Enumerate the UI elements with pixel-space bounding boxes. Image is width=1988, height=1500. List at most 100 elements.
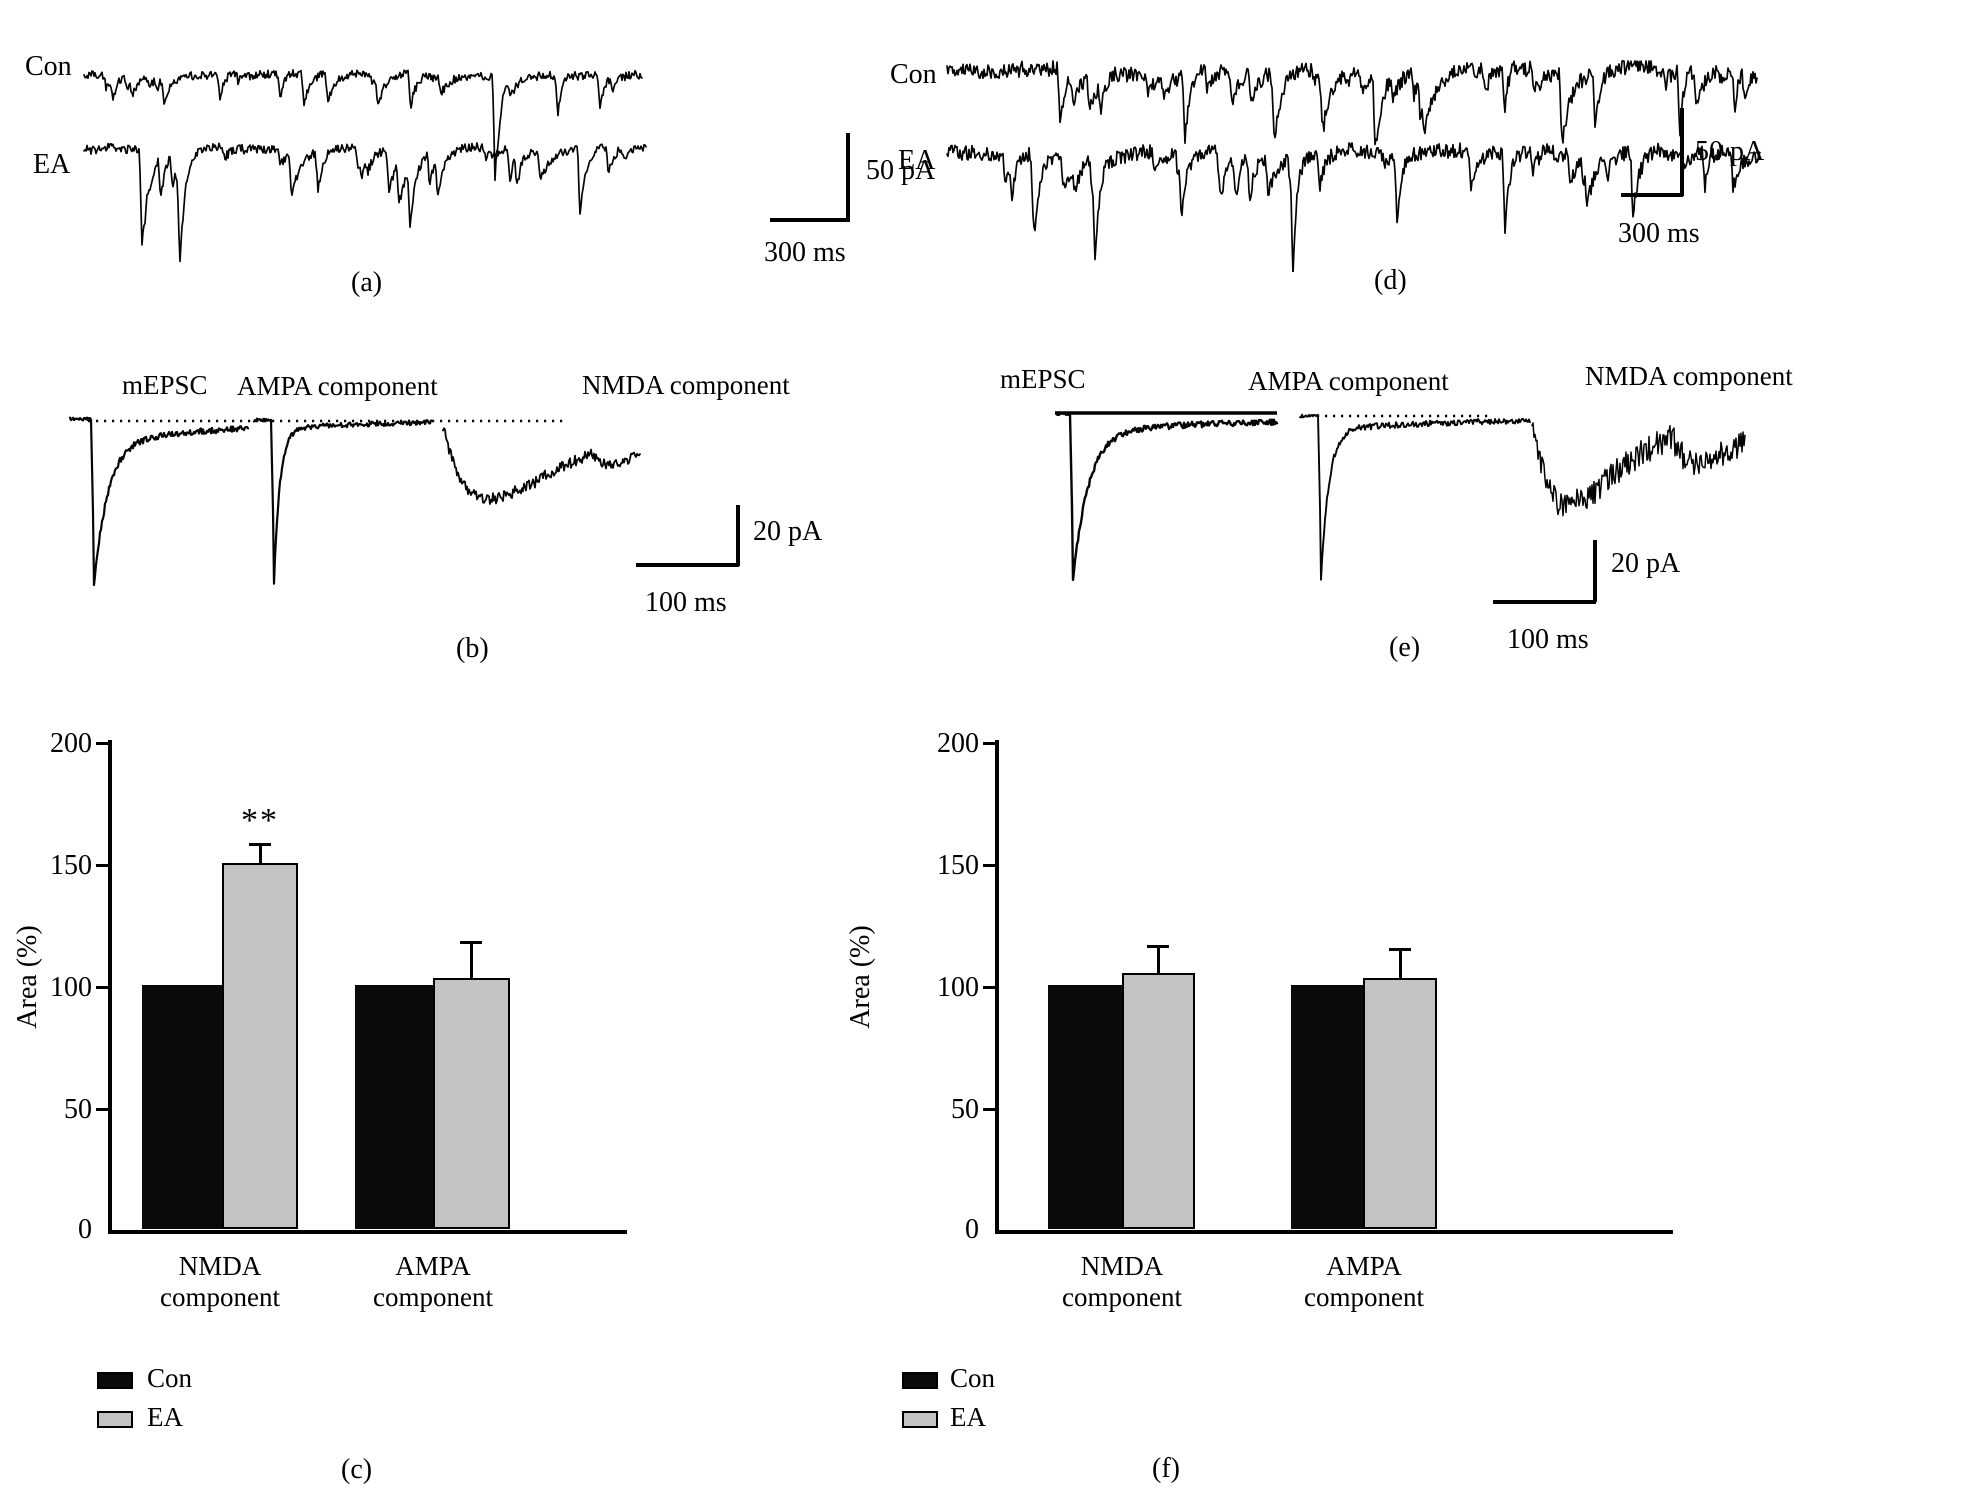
bar-f-nmda-ea [1122, 972, 1195, 1229]
y-tick-c-100 [96, 986, 108, 989]
errorbar-f-ampa-ea [1389, 947, 1411, 978]
y-axis-title-c: Area (%) [12, 925, 43, 1029]
legend-label-ea-c: EA [147, 1402, 183, 1432]
panel-label-e: (e) [1389, 632, 1421, 663]
scalebar-a-current-label: 50 pA [866, 155, 936, 186]
trace-e-nmda-icon [1531, 422, 1746, 517]
y-ticklabel-f-100: 100 [937, 972, 979, 1003]
y-ticklabel-f-0: 0 [965, 1214, 979, 1245]
y-ticklabel-c-200: 200 [50, 728, 92, 759]
plot-area-f [997, 744, 1673, 1232]
category-label-f-ampa-line1: AMPA [1326, 1251, 1402, 1281]
y-tick-f-150 [983, 864, 995, 867]
trace-label-nmda-e: NMDA component [1585, 361, 1793, 391]
trace-b-ampa-icon [252, 417, 434, 585]
y-ticklabel-c-150: 150 [50, 850, 92, 881]
category-label-c-nmda-line2: component [160, 1282, 280, 1312]
trace-plot-e [1055, 411, 1746, 582]
category-label-c-ampa-line1: AMPA [395, 1251, 471, 1281]
bar-c-nmda-con [142, 985, 222, 1229]
panel-label-a: (a) [351, 267, 383, 298]
category-label-f-nmda-line2: component [1062, 1282, 1182, 1312]
legend-swatch-ea-c [97, 1411, 133, 1428]
bar-c-ampa-con [355, 985, 433, 1229]
scalebar-d-vertical [1680, 108, 1684, 196]
trace-b-mepsc-icon [68, 416, 250, 587]
trace-a-ea-icon [83, 142, 647, 263]
bar-f-ampa-ea [1363, 977, 1437, 1229]
bar-c-ampa-ea [433, 977, 510, 1229]
trace-label-ea-a: EA [33, 149, 71, 180]
y-tick-c-200 [96, 742, 108, 745]
category-label-c-ampa-line2: component [373, 1282, 493, 1312]
bar-f-ampa-con [1291, 985, 1363, 1229]
trace-d-ea-icon [946, 142, 1761, 272]
errorbar-c-ampa-ea [460, 940, 482, 978]
scalebar-e-current-label: 20 pA [1611, 548, 1681, 579]
legend-swatch-con-c [97, 1372, 133, 1389]
scalebar-d-current-label: 50 pA [1695, 136, 1765, 167]
trace-a-con-icon [83, 69, 643, 182]
legend-swatch-ea-f [902, 1411, 938, 1428]
y-ticklabel-c-0: 0 [78, 1214, 92, 1245]
scalebar-e-horizontal [1493, 600, 1596, 604]
trace-plot-b [68, 416, 641, 587]
scalebar-e-vertical [1593, 540, 1597, 602]
category-label-f-nmda: NMDA component [1027, 1251, 1217, 1313]
x-axis-c [108, 1230, 627, 1234]
legend-label-con-c: Con [147, 1363, 193, 1393]
category-label-f-ampa-line2: component [1304, 1282, 1424, 1312]
trace-label-con-d: Con [890, 59, 937, 90]
y-ticklabel-f-200: 200 [937, 728, 979, 759]
bar-c-nmda-ea [222, 863, 298, 1229]
plot-area-c [110, 744, 627, 1232]
scalebar-e-time-label: 100 ms [1507, 624, 1589, 655]
errorbar-f-nmda-ea [1147, 945, 1169, 974]
category-label-f-nmda-line1: NMDA [1080, 1251, 1164, 1281]
trace-label-con-a: Con [25, 51, 72, 82]
trace-label-ea-d: EA [898, 145, 936, 176]
trace-label-ampa-e: AMPA component [1248, 366, 1449, 396]
scalebar-a-time-label: 300 ms [764, 237, 846, 268]
category-label-c-nmda-line1: NMDA [178, 1251, 262, 1281]
trace-label-nmda-b: NMDA component [582, 370, 790, 400]
bar-f-nmda-con [1048, 985, 1122, 1229]
x-axis-f [995, 1230, 1673, 1234]
y-tick-c-150 [96, 864, 108, 867]
trace-b-nmda-icon [442, 427, 641, 505]
y-ticklabel-c-50: 50 [64, 1094, 92, 1125]
scalebar-b-horizontal [636, 563, 739, 567]
trace-plot-a [83, 69, 647, 263]
y-ticklabel-c-100: 100 [50, 972, 92, 1003]
category-label-c-nmda: NMDA component [125, 1251, 315, 1313]
y-axis-f [995, 740, 999, 1232]
trace-label-mepsc-e: mEPSC [1000, 364, 1086, 394]
legend-label-ea-f: EA [950, 1402, 986, 1432]
scalebar-d-time-label: 300 ms [1618, 218, 1700, 249]
significance-marker-c: ** [241, 802, 279, 839]
panel-label-d: (d) [1374, 265, 1407, 296]
y-ticklabel-f-150: 150 [937, 850, 979, 881]
y-tick-f-200 [983, 742, 995, 745]
y-tick-f-100 [983, 986, 995, 989]
trace-plot-d [946, 60, 1761, 272]
y-tick-c-50 [96, 1108, 108, 1111]
scalebar-d-horizontal [1621, 193, 1683, 197]
trace-e-mepsc-icon [1055, 411, 1279, 582]
trace-label-ampa-b: AMPA component [237, 371, 438, 401]
panel-label-f: (f) [1152, 1453, 1180, 1484]
trace-e-ampa-icon [1299, 413, 1531, 581]
legend-label-con-f: Con [950, 1363, 996, 1393]
legend-swatch-con-f [902, 1372, 938, 1389]
scalebar-b-current-label: 20 pA [753, 516, 823, 547]
category-label-c-ampa: AMPA component [338, 1251, 528, 1313]
trace-label-mepsc-b: mEPSC [122, 370, 208, 400]
y-axis-c [108, 740, 112, 1232]
errorbar-c-nmda-ea [249, 842, 271, 864]
trace-d-con-icon [946, 60, 1758, 146]
y-tick-f-50 [983, 1108, 995, 1111]
panel-label-b: (b) [456, 633, 489, 664]
y-ticklabel-f-50: 50 [951, 1094, 979, 1125]
category-label-f-ampa: AMPA component [1269, 1251, 1459, 1313]
